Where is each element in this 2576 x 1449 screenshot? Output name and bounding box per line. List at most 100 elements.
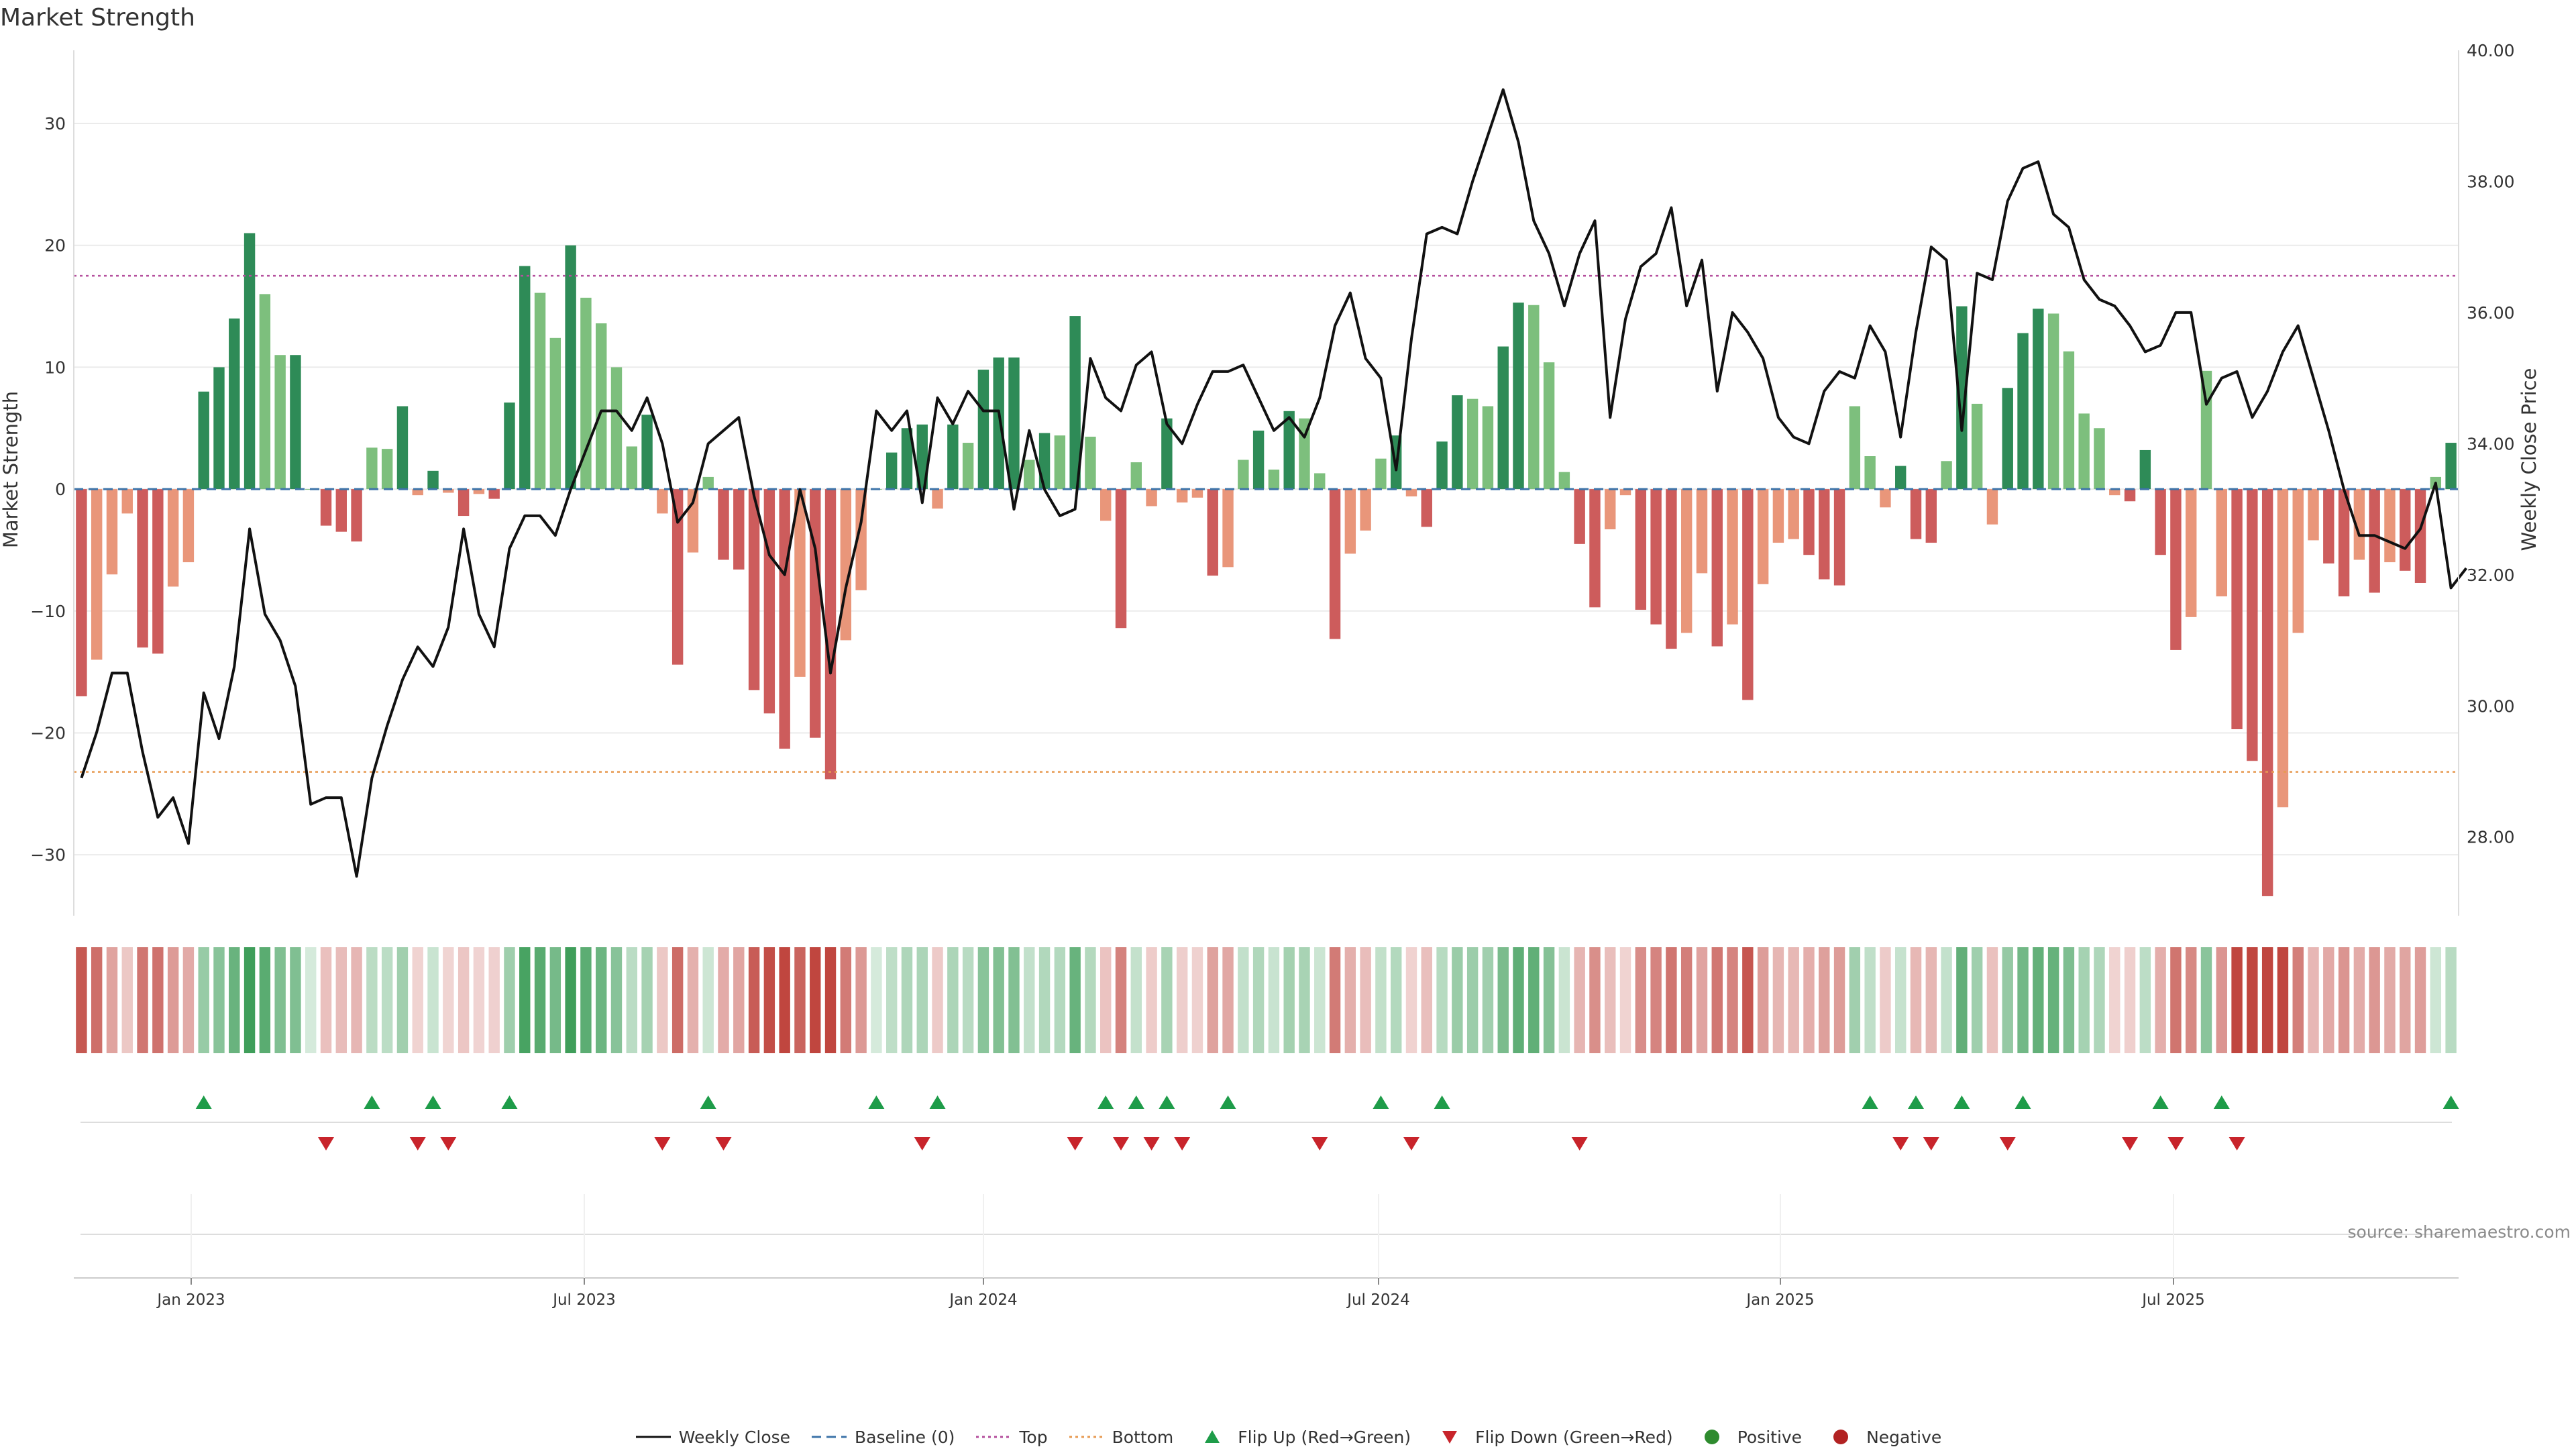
heat-cell bbox=[2155, 947, 2166, 1053]
strength-bar bbox=[657, 489, 668, 514]
flip-up-marker bbox=[1128, 1095, 1144, 1109]
heat-cell bbox=[473, 947, 485, 1053]
strength-bar bbox=[779, 489, 790, 749]
strength-bar bbox=[1910, 489, 1922, 539]
heat-cell bbox=[1757, 947, 1769, 1053]
heat-cell bbox=[687, 947, 699, 1053]
flip-up-marker bbox=[1220, 1095, 1236, 1109]
x-tick-label: Jan 2024 bbox=[948, 1291, 1017, 1309]
heat-cell bbox=[274, 947, 286, 1053]
heat-cell bbox=[2384, 947, 2396, 1053]
strength-bar bbox=[2308, 489, 2319, 541]
heat-cell bbox=[152, 947, 164, 1053]
strength-bar bbox=[2261, 489, 2273, 896]
strength-bar bbox=[1895, 466, 1907, 490]
flip-down-marker bbox=[914, 1137, 930, 1150]
strength-bar bbox=[351, 489, 362, 542]
strength-bar bbox=[840, 489, 852, 641]
flip-down-marker bbox=[1311, 1137, 1328, 1150]
y2-tick-label: 28.00 bbox=[2467, 828, 2515, 847]
y-tick-label: −30 bbox=[30, 845, 66, 865]
strength-bar bbox=[1880, 489, 1891, 508]
y-tick-label: 0 bbox=[55, 480, 66, 499]
heat-cell bbox=[1283, 947, 1295, 1053]
strength-bar bbox=[1680, 489, 1693, 633]
heat-cell bbox=[1895, 947, 1907, 1053]
strength-bar bbox=[1360, 489, 1371, 531]
strength-bar bbox=[748, 489, 760, 690]
flip-down-marker bbox=[1113, 1137, 1130, 1150]
y2-axis-label: Weekly Close Price bbox=[2518, 368, 2540, 551]
heat-cell bbox=[412, 947, 423, 1053]
heat-cell bbox=[2369, 947, 2380, 1053]
y-tick-label: 10 bbox=[44, 358, 66, 377]
strength-bar bbox=[274, 355, 286, 490]
heat-cell bbox=[1222, 947, 1234, 1053]
strength-bar bbox=[2247, 489, 2258, 761]
strength-bar bbox=[1452, 395, 1463, 490]
flip-up-marker bbox=[2152, 1095, 2169, 1109]
heat-cell bbox=[1528, 947, 1540, 1053]
legend-item-flip-down: Flip Down (Green→Red) bbox=[1431, 1428, 1673, 1447]
x-tick-label: Jul 2024 bbox=[1346, 1291, 1410, 1309]
heat-cell bbox=[1941, 947, 1952, 1053]
strength-bar bbox=[901, 428, 913, 490]
heat-cell bbox=[1680, 947, 1693, 1053]
strength-bar bbox=[824, 489, 837, 780]
heat-cell bbox=[2063, 947, 2075, 1053]
legend-label: Negative bbox=[1866, 1427, 1942, 1447]
strength-bar bbox=[504, 402, 515, 490]
heat-cell bbox=[947, 947, 959, 1053]
strength-bar bbox=[320, 489, 332, 526]
heat-cell bbox=[962, 947, 974, 1053]
strength-bar bbox=[76, 489, 87, 696]
heat-cell bbox=[610, 947, 623, 1053]
strength-bar bbox=[1543, 362, 1555, 490]
heat-cell bbox=[427, 947, 439, 1053]
strength-bar bbox=[1757, 489, 1769, 584]
strength-bar bbox=[534, 292, 546, 490]
heat-cell bbox=[1054, 947, 1066, 1053]
heat-cell bbox=[2414, 947, 2426, 1053]
heat-cell bbox=[1589, 947, 1601, 1053]
y-axis-label: Market Strength bbox=[0, 391, 22, 548]
strength-bar bbox=[106, 489, 118, 575]
strength-bar bbox=[137, 489, 148, 648]
strength-bar bbox=[1849, 406, 1861, 490]
x-tick-label: Jan 2025 bbox=[1745, 1291, 1814, 1309]
heat-cell bbox=[106, 947, 118, 1053]
flip-up-marker bbox=[364, 1095, 380, 1109]
heat-cell bbox=[1115, 947, 1127, 1053]
heat-cell bbox=[305, 947, 317, 1053]
flip-up-marker bbox=[425, 1095, 441, 1109]
strength-bar bbox=[1742, 489, 1754, 700]
heat-cell bbox=[2430, 947, 2442, 1053]
strength-bar bbox=[1513, 303, 1524, 490]
strength-bar bbox=[2094, 428, 2105, 490]
strength-bar bbox=[1788, 489, 1799, 539]
legend-item-negative: Negative bbox=[1822, 1428, 1941, 1447]
heat-cell bbox=[229, 947, 240, 1053]
flip-down-marker bbox=[318, 1137, 335, 1150]
heat-cell bbox=[121, 947, 133, 1053]
heat-cell bbox=[580, 947, 592, 1053]
heat-cell bbox=[167, 947, 179, 1053]
flip-up-marker bbox=[868, 1095, 885, 1109]
legend-item-flip-up: Flip Up (Red→Green) bbox=[1193, 1428, 1411, 1447]
heat-cell bbox=[320, 947, 332, 1053]
strength-bar bbox=[519, 266, 531, 490]
strength-bar bbox=[473, 489, 485, 494]
strength-bar bbox=[1497, 346, 1509, 490]
strength-bar bbox=[962, 443, 974, 490]
strength-bar bbox=[977, 370, 989, 490]
heat-cell bbox=[2445, 947, 2457, 1053]
strength-bar bbox=[885, 452, 898, 490]
heat-cell bbox=[916, 947, 928, 1053]
strength-bar bbox=[1191, 489, 1203, 498]
strength-bar bbox=[549, 337, 561, 490]
strength-bar bbox=[947, 424, 959, 490]
strength-bar bbox=[1772, 489, 1784, 543]
heat-cell bbox=[1910, 947, 1922, 1053]
heat-cell bbox=[1146, 947, 1157, 1053]
strength-bar bbox=[1238, 460, 1249, 490]
